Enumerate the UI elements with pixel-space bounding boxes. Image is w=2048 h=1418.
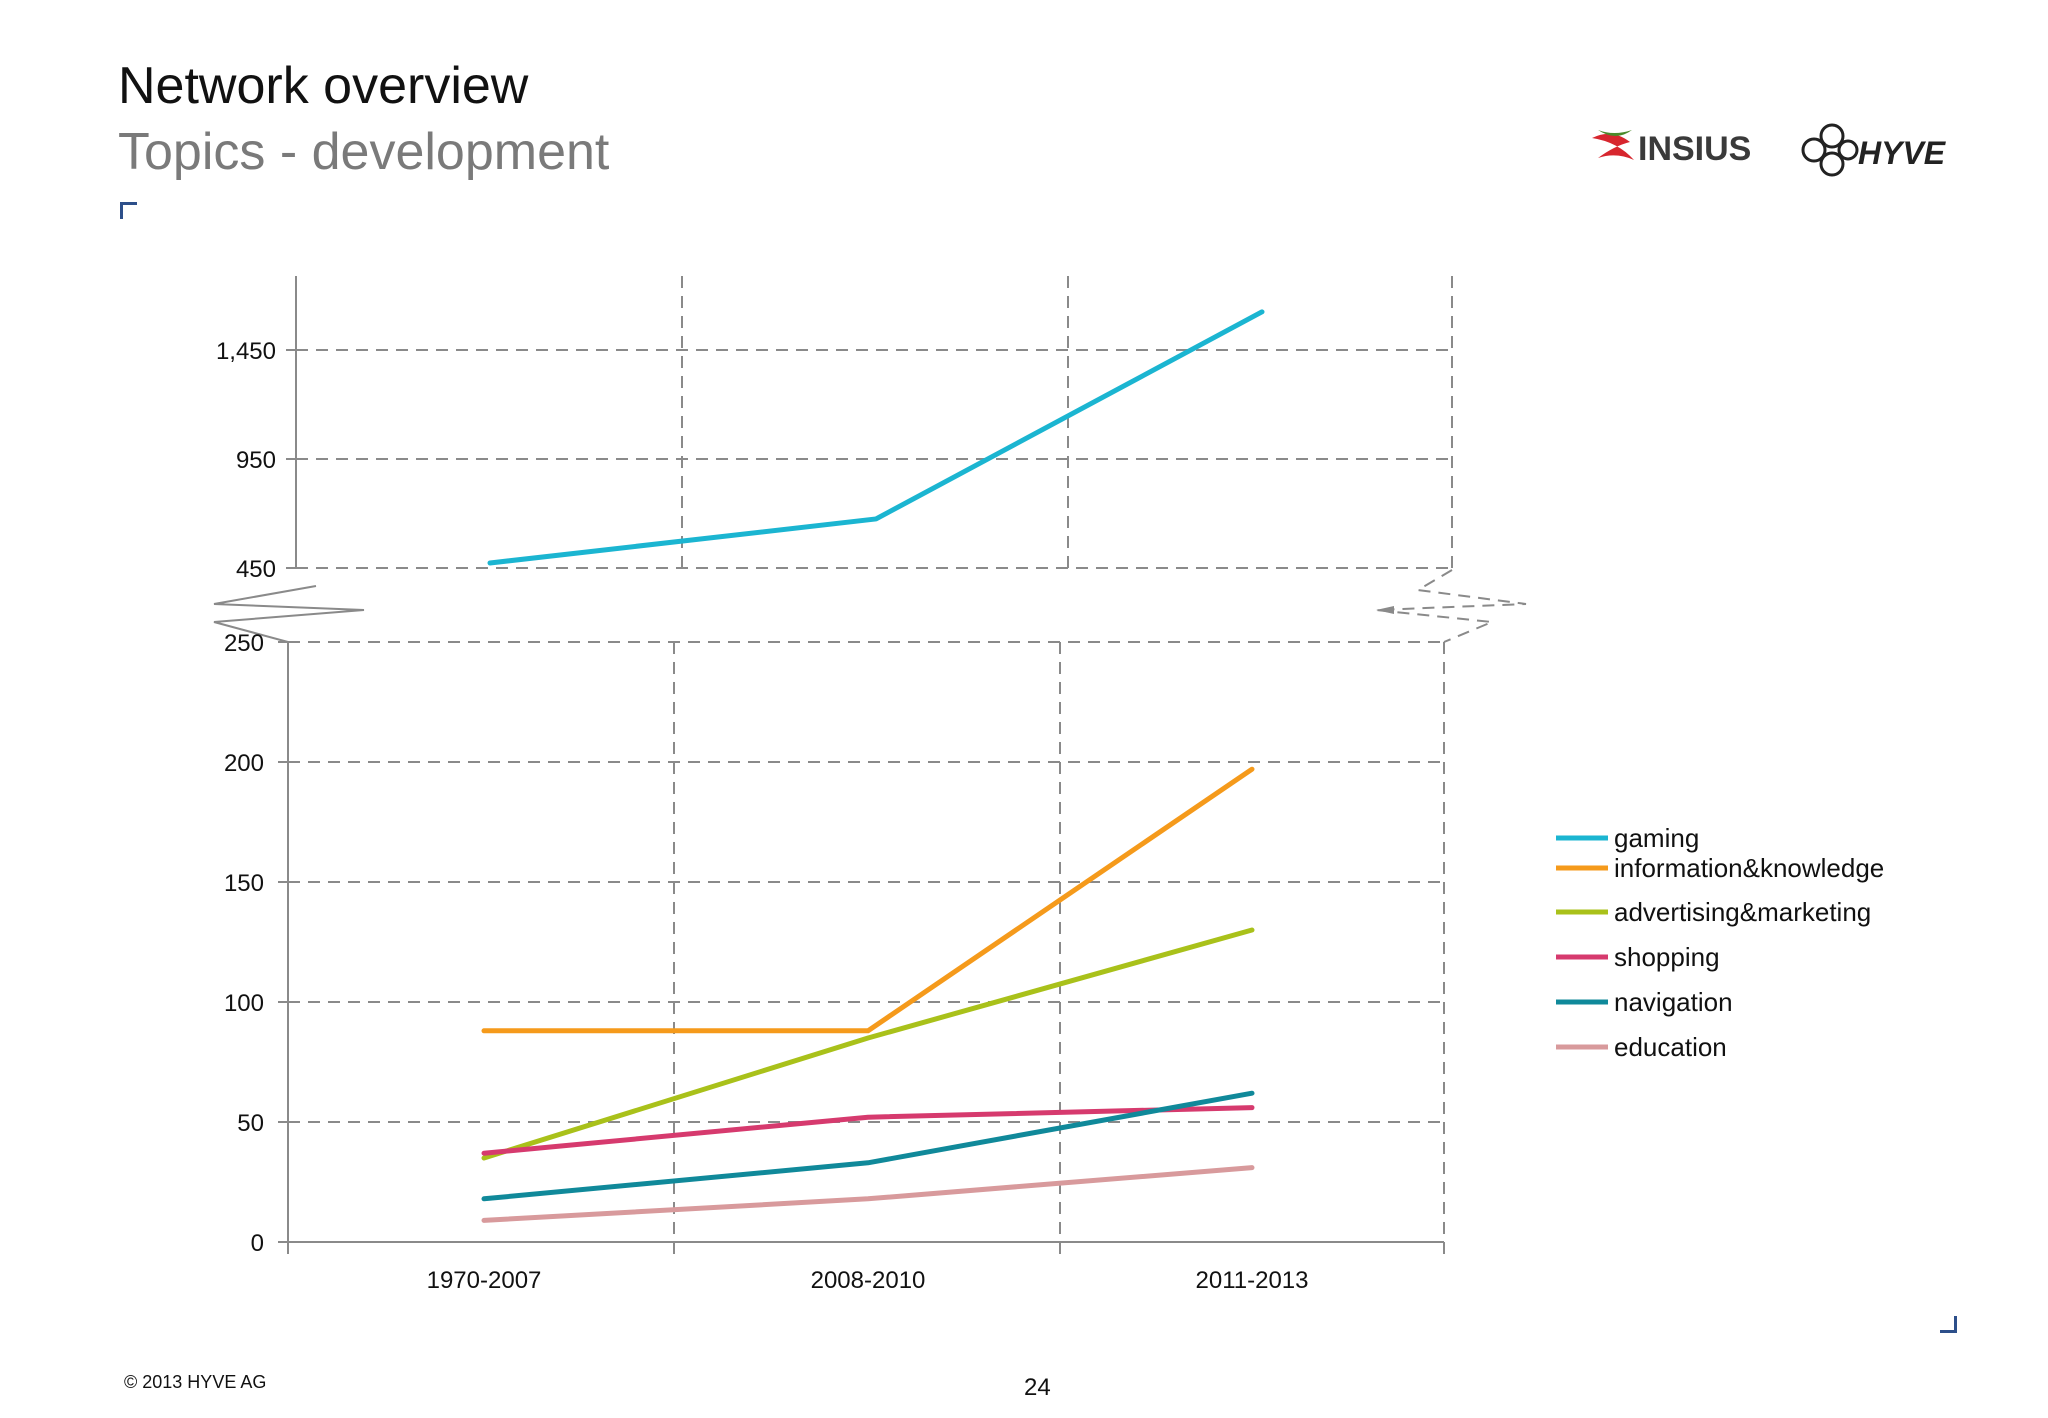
hyve-wordmark: HYVE [1858,135,1947,171]
hyve-logo: HYVE [1801,123,1947,177]
copyright-notice: © 2013 HYVE AG [124,1372,267,1392]
hyve-cell-icon [1801,137,1827,163]
series-line-shopping [481,1105,1255,1156]
series-lines [481,309,1265,1223]
hyve-cell-icon [1837,139,1859,161]
legend-label: information&knowledge [1614,853,1884,883]
insius-swoosh-icon [1592,133,1634,160]
slide-title: Network overview [118,57,529,115]
corner-mark-bottom-right [1940,1316,1957,1333]
legend-label: advertising&marketing [1614,897,1871,927]
legend-label: gaming [1614,823,1699,853]
axis-break-marks [213,569,1527,643]
upper-y-tick-label: 950 [236,447,276,474]
x-tick-label: 2011-2013 [1196,1267,1309,1294]
lower-y-tick-label: 100 [224,990,264,1017]
x-tick-labels: 1970-2007 2008-2010 2011-2013 [427,1267,1309,1294]
corner-mark-top-left [120,202,137,219]
legend-label: education [1614,1032,1727,1062]
slide-subtitle: Topics - development [118,123,610,181]
series-line-education [481,1165,1255,1223]
legend-label: navigation [1614,987,1733,1017]
lower-grid [288,641,1445,1242]
upper-y-tick-label: 450 [236,556,276,583]
hyve-cell-icon [1819,123,1845,149]
series-line-navigation [481,1090,1255,1202]
x-tick-label: 1970-2007 [427,1267,542,1294]
partner-logos: INSIUS HYVE [1592,123,1947,177]
y-tick-labels: 450 950 1,450 0 50 100 150 200 250 [216,338,276,1257]
insius-logo: INSIUS [1592,130,1751,168]
lower-y-tick-label: 50 [237,1110,264,1137]
lower-y-tick-label: 200 [224,750,264,777]
upper-y-tick-label: 1,450 [216,338,276,365]
chart-axes [278,276,1445,1254]
right-break-mark [1375,569,1527,643]
right-break-arrow-icon [1376,606,1394,614]
x-tick-label: 2008-2010 [811,1267,926,1294]
lower-y-tick-label: 250 [224,630,264,657]
lower-y-tick-label: 150 [224,870,264,897]
left-break-mark [213,585,365,643]
hyve-cell-icon [1819,151,1845,177]
series-line-information-knowledge [481,766,1255,1034]
page-number: 24 [1024,1374,1051,1401]
series-line-gaming [487,309,1265,566]
series-line-advertising-marketing [481,927,1255,1161]
insius-leaf-icon [1598,130,1632,136]
lower-y-tick-label: 0 [251,1230,264,1257]
upper-grid [296,276,1453,569]
legend-label: shopping [1614,942,1720,972]
insius-wordmark: INSIUS [1638,130,1751,168]
